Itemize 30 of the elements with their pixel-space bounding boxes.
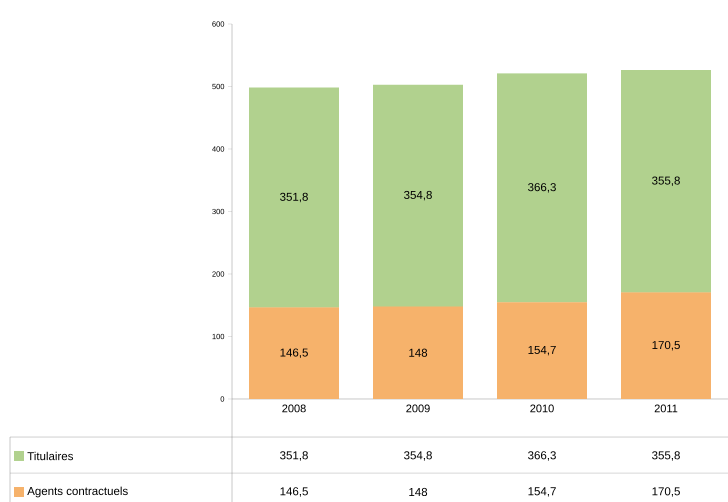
text: 355,8 xyxy=(652,176,680,186)
text: 146,5 xyxy=(280,348,308,358)
data-label: 148 xyxy=(409,488,428,496)
data-label: 154,7 xyxy=(528,487,556,497)
bar xyxy=(497,73,587,302)
bar xyxy=(249,307,340,399)
data-label: 355,8 xyxy=(652,451,680,461)
text: 354,8 xyxy=(404,190,432,200)
legend-label: Agents contractuels xyxy=(27,486,128,498)
data-label: 146,5 xyxy=(280,487,308,497)
bar xyxy=(497,302,587,399)
bar xyxy=(373,306,463,399)
bar xyxy=(621,70,711,292)
bar xyxy=(249,88,340,308)
data-label: 170,5 xyxy=(652,487,680,497)
data-label: 366,3 xyxy=(528,451,556,461)
x-tick-label: 2008 xyxy=(282,404,306,412)
data-label: 354,8 xyxy=(404,451,432,461)
text: 154,7 xyxy=(528,346,556,356)
text: 148 xyxy=(409,348,428,357)
text: 351,8 xyxy=(280,192,308,202)
text: 366,3 xyxy=(528,183,556,193)
x-tick-label: 2010 xyxy=(530,404,554,412)
bar xyxy=(373,84,463,306)
legend-label: Titulaires xyxy=(27,452,74,460)
x-tick-label: 2011 xyxy=(654,404,678,412)
bar xyxy=(621,292,711,399)
data-label: 351,8 xyxy=(280,451,308,461)
x-tick-label: 2009 xyxy=(406,404,430,412)
text: 170,5 xyxy=(652,340,680,350)
